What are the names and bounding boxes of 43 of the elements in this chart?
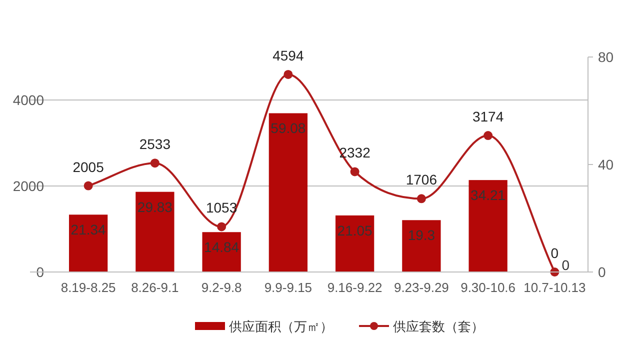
data-label: 21.05: [337, 222, 373, 238]
data-label: 14.84: [204, 239, 240, 256]
data-label: 29.83: [137, 198, 173, 215]
bar: [335, 215, 374, 272]
data-label: 0: [562, 257, 570, 273]
point: [484, 131, 493, 140]
x-tick-label: 9.30-10.6: [460, 280, 516, 295]
x-tick-label: 8.26-9.1: [131, 280, 179, 295]
bar: [468, 180, 508, 272]
x-tick-label: 9.9-9.15: [264, 280, 312, 295]
data-label: 2533: [139, 136, 171, 152]
data-label: 4594: [272, 47, 304, 64]
point: [284, 70, 293, 79]
x-tick-label: 10.7-10.13: [524, 280, 586, 295]
data-label: 3174: [472, 108, 504, 125]
y2-tick-label: 80: [598, 49, 614, 65]
y-tick-label: 2000: [12, 178, 44, 194]
bar: [136, 192, 174, 272]
y2-tick-label: 40: [598, 156, 614, 172]
data-label: 2005: [72, 158, 104, 175]
x-tick-label: 9.23-9.29: [394, 280, 449, 295]
data-label: 59.08: [270, 120, 306, 136]
bar: [68, 214, 108, 272]
x-tick-label: 8.19-8.25: [60, 280, 116, 295]
point: [350, 167, 360, 176]
bar: [202, 232, 241, 272]
x-tick-label: 9.16-9.22: [327, 280, 382, 295]
point: [150, 158, 160, 168]
data-label: 19.3: [408, 227, 436, 244]
point: [416, 194, 426, 204]
bar: [402, 220, 441, 272]
bar: [268, 113, 308, 272]
legend-label: 供应面积（万㎡）: [229, 319, 333, 335]
y2-tick-label: 0: [598, 264, 606, 280]
data-label: 34.21: [470, 187, 506, 204]
y-tick-label: 4000: [12, 92, 44, 108]
data-label: 1706: [406, 172, 438, 188]
data-label: 21.34: [70, 222, 106, 238]
data-label: 0: [550, 245, 559, 261]
point: [217, 222, 226, 232]
legend-label: 供应套数（套）: [393, 319, 484, 335]
point: [84, 181, 93, 190]
x-tick-label: 9.2-9.8: [201, 280, 242, 295]
